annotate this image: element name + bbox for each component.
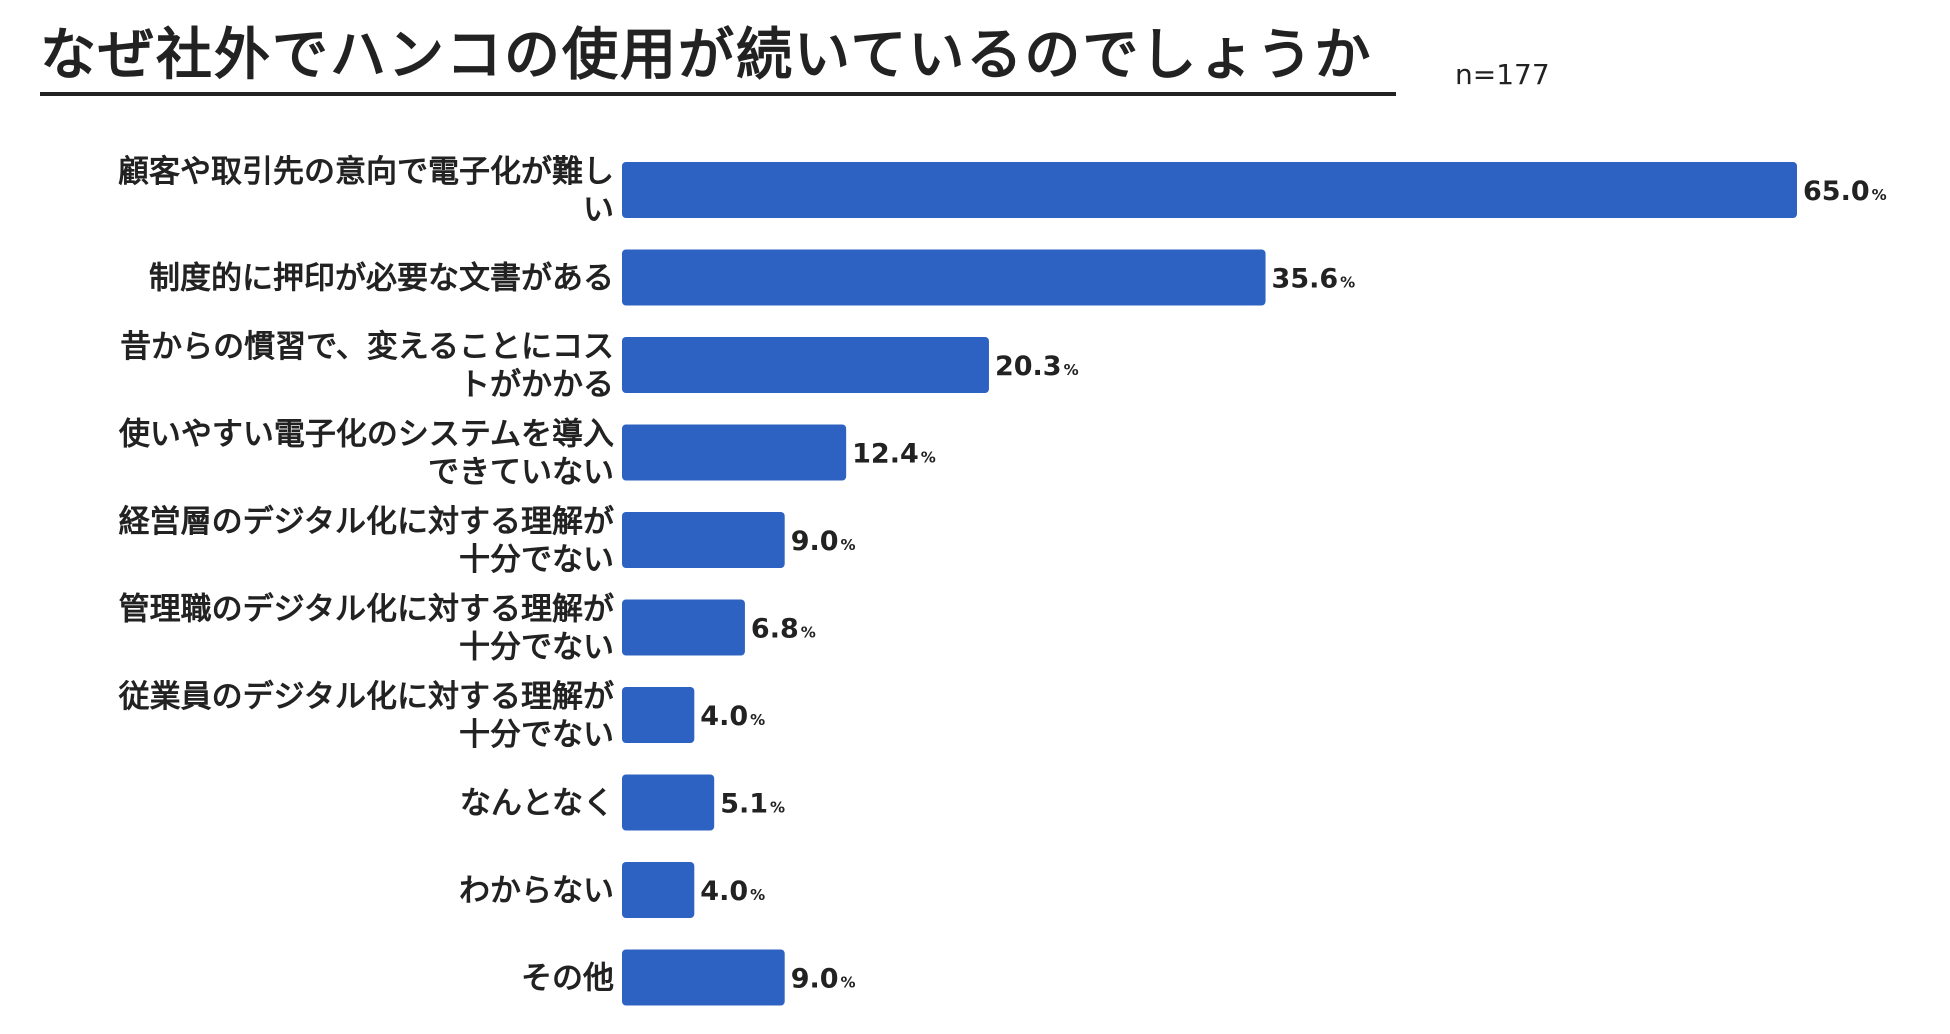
value-label-4: 9.0% (791, 526, 856, 557)
value-number: 6.8 (751, 614, 799, 645)
category-label-line: 管理職のデジタル化に対する理解が (119, 592, 614, 628)
category-label-7: なんとなく (460, 786, 614, 822)
category-label-5: 管理職のデジタル化に対する理解が十分でない (119, 592, 614, 666)
chart-title: なぜ社外でハンコの使用が続いているのでしょうか (40, 23, 1373, 88)
bar-2 (622, 337, 989, 393)
value-number: 35.6 (1272, 264, 1339, 295)
value-label-5: 6.8% (751, 614, 816, 645)
value-number: 4.0 (700, 876, 748, 907)
value-unit: % (750, 886, 765, 904)
value-number: 9.0 (791, 526, 839, 557)
category-label-line: トがかかる (459, 367, 614, 403)
category-label-line: 十分でない (459, 542, 614, 578)
bar-4 (622, 512, 785, 568)
category-label-line: い (583, 192, 614, 228)
category-label-2: 昔からの慣習で、変えることにコストがかかる (120, 329, 614, 403)
value-label-6: 4.0% (700, 701, 765, 732)
category-label-0: 顧客や取引先の意向で電子化が難しい (118, 154, 614, 228)
category-label-line: なんとなく (460, 786, 614, 822)
sample-size-label: n=177 (1455, 58, 1550, 91)
value-number: 4.0 (700, 701, 748, 732)
value-number: 9.0 (791, 964, 839, 995)
bar-6 (622, 687, 695, 743)
value-number: 65.0 (1803, 176, 1870, 207)
bar-8 (622, 862, 695, 918)
category-label-line: 昔からの慣習で、変えることにコス (120, 329, 614, 365)
value-number: 20.3 (995, 351, 1062, 382)
bar-9 (622, 949, 785, 1006)
category-label-line: 顧客や取引先の意向で電子化が難し (118, 154, 614, 190)
value-unit: % (1872, 186, 1887, 204)
title-underline (40, 92, 1396, 96)
category-label-line: 十分でない (459, 717, 614, 753)
category-label-line: できていない (428, 455, 614, 491)
value-unit: % (921, 449, 936, 467)
value-unit: % (1064, 361, 1079, 379)
category-label-1: 制度的に押印が必要な文書がある (149, 261, 614, 297)
value-label-2: 20.3% (995, 351, 1079, 382)
category-label-line: 経営層のデジタル化に対する理解が (119, 504, 614, 540)
category-label-4: 経営層のデジタル化に対する理解が十分でない (119, 504, 614, 578)
category-label-9: その他 (521, 961, 614, 997)
value-label-0: 65.0% (1803, 176, 1887, 207)
category-label-line: わからない (459, 873, 614, 909)
value-unit: % (841, 974, 856, 992)
value-label-8: 4.0% (700, 876, 765, 907)
value-label-1: 35.6% (1272, 264, 1356, 295)
bar-7 (622, 774, 715, 831)
bar-3 (622, 424, 847, 481)
category-label-3: 使いやすい電子化のシステムを導入できていない (118, 417, 614, 491)
bar-1 (622, 249, 1266, 306)
category-label-6: 従業員のデジタル化に対する理解が十分でない (118, 679, 614, 753)
value-number: 12.4 (852, 439, 919, 470)
value-unit: % (801, 624, 816, 642)
value-number: 5.1 (720, 789, 768, 820)
category-label-line: その他 (521, 961, 614, 997)
value-label-9: 9.0% (791, 964, 856, 995)
value-unit: % (1340, 274, 1355, 292)
value-unit: % (841, 536, 856, 554)
value-label-7: 5.1% (720, 789, 785, 820)
value-unit: % (750, 711, 765, 729)
bar-5 (622, 599, 745, 656)
value-unit: % (770, 799, 785, 817)
category-label-line: 十分でない (459, 630, 614, 666)
category-label-line: 制度的に押印が必要な文書がある (149, 261, 614, 297)
bar-0 (622, 162, 1797, 218)
category-label-8: わからない (459, 873, 614, 909)
value-label-3: 12.4% (852, 439, 936, 470)
category-label-line: 従業員のデジタル化に対する理解が (118, 679, 614, 715)
category-label-line: 使いやすい電子化のシステムを導入 (118, 417, 614, 453)
